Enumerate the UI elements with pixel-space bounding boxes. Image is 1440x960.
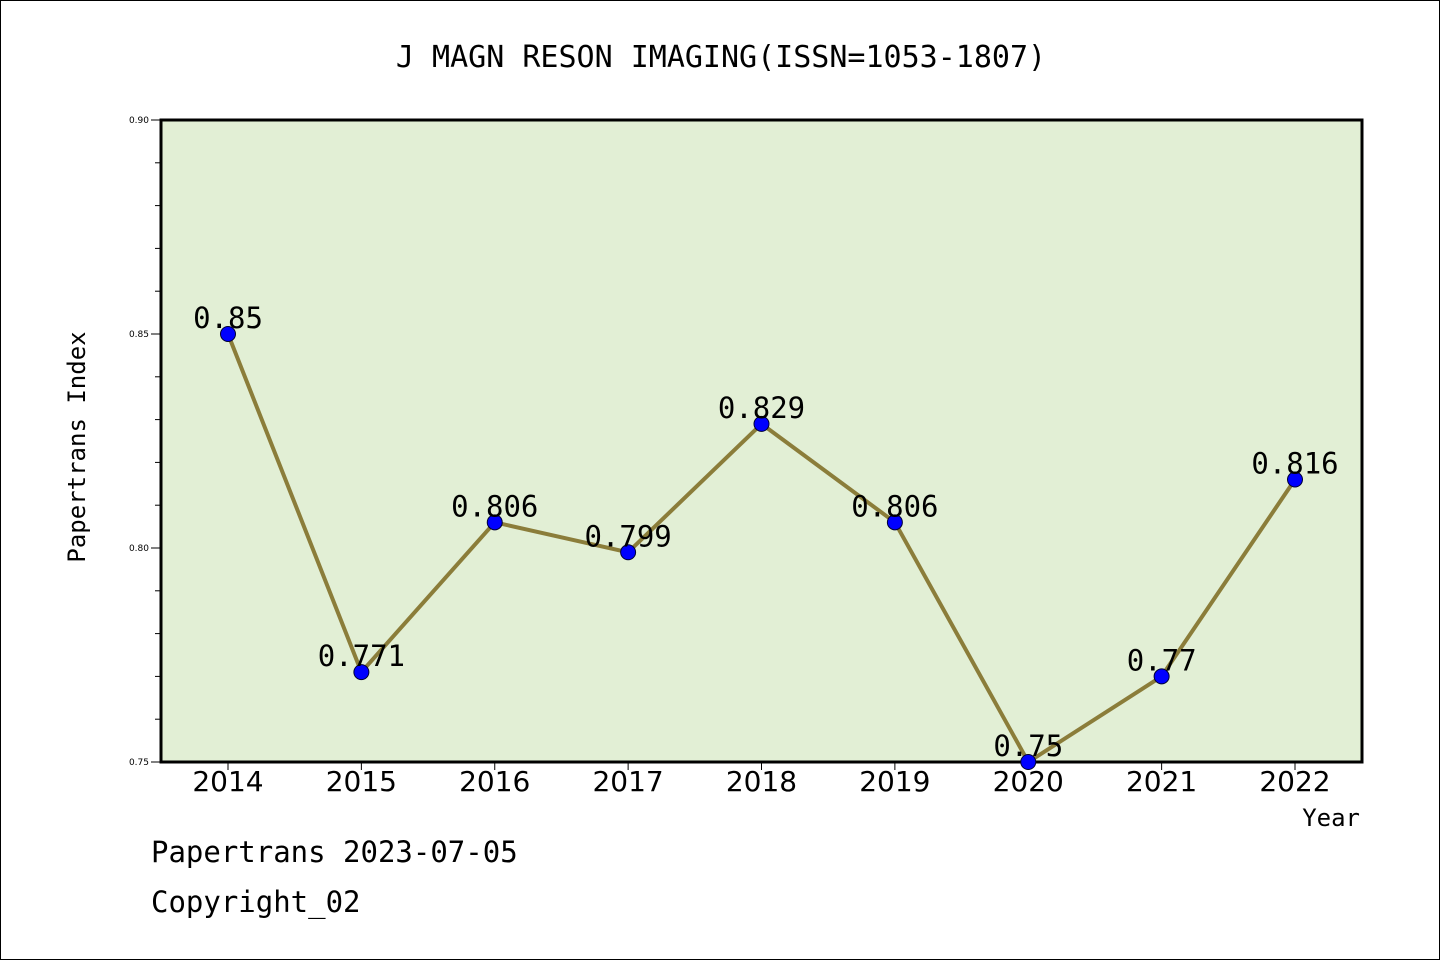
data-point <box>1287 471 1303 488</box>
data-point <box>886 514 903 531</box>
y-tick-label: 0.85 <box>129 330 149 340</box>
y-tick-label: 0.75 <box>129 758 149 768</box>
data-label: 0.85 <box>193 301 263 335</box>
x-tick-label: 2022 <box>1259 765 1330 798</box>
x-tick-label: 2016 <box>459 765 530 798</box>
data-label: 0.799 <box>584 519 671 553</box>
x-axis-title: Year <box>1302 804 1360 832</box>
data-label: 0.816 <box>1251 447 1338 481</box>
data-label: 0.75 <box>993 729 1063 763</box>
data-label: 0.771 <box>318 639 405 673</box>
data-label: 0.829 <box>718 391 805 425</box>
data-label: 0.806 <box>851 489 938 523</box>
x-tick-label: 2019 <box>859 765 930 798</box>
data-label: 0.806 <box>451 489 538 523</box>
x-tick-label: 2017 <box>592 765 663 798</box>
x-axis: 2014 2015 2016 2017 2018 2019 2020 2021 2022 <box>192 762 1331 798</box>
data-point <box>486 514 503 531</box>
x-tick-label: 2020 <box>993 765 1064 798</box>
plot-area <box>159 118 1364 764</box>
data-point <box>220 326 236 342</box>
x-tick-label: 2018 <box>726 765 797 798</box>
chart-title: J MAGN RESON IMAGING(ISSN=1053-1807) <box>396 40 1046 75</box>
x-tick-label: 2021 <box>1126 765 1197 798</box>
data-label: 0.77 <box>1127 643 1197 677</box>
y-tick-label: 0.80 <box>129 544 149 554</box>
y-tick-label: 0.90 <box>129 116 149 126</box>
y-axis: 0.75 0.80 0.85 0.90 <box>129 116 161 768</box>
y-axis-title: Papertrans Index <box>63 331 91 562</box>
data-markers <box>220 326 1303 770</box>
x-tick-label: 2014 <box>192 765 263 798</box>
data-point <box>620 544 637 561</box>
data-labels: 0.85 0.771 0.806 0.799 0.829 0.806 0.75 0.77 0.8… <box>193 301 1339 763</box>
x-tick-label: 2015 <box>326 765 397 798</box>
data-point <box>753 415 770 432</box>
data-point <box>353 664 370 681</box>
data-point <box>1020 754 1037 770</box>
footer-date: Papertrans 2023-07-05 <box>151 835 518 869</box>
data-point <box>1153 668 1170 685</box>
footer-copyright: Copyright_02 <box>151 885 361 919</box>
